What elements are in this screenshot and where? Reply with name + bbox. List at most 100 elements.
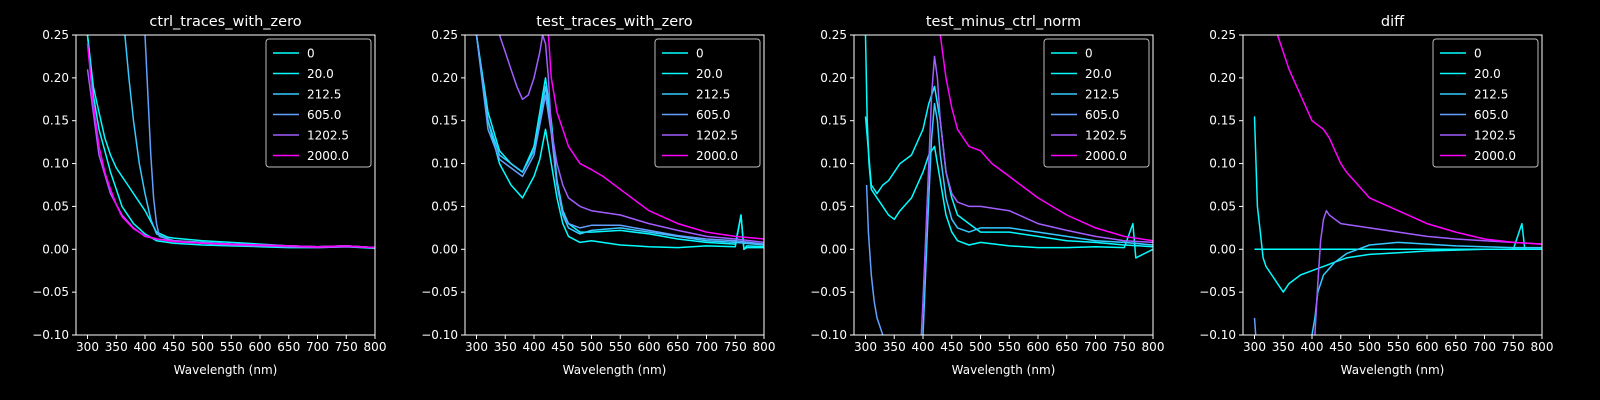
- series-group: [864, 35, 1153, 335]
- y-tick-label: 0.20: [42, 71, 69, 85]
- legend-label: 605.0: [1085, 108, 1119, 122]
- series-group: [86, 35, 375, 250]
- x-tick-label: 750: [1502, 340, 1525, 354]
- legend-label: 605.0: [307, 108, 341, 122]
- y-tick-label: 0.00: [42, 242, 69, 256]
- legend-label: 2000.0: [1085, 149, 1127, 163]
- legend-label: 212.5: [696, 88, 730, 102]
- x-tick-label: 650: [1055, 340, 1078, 354]
- x-tick-label: 450: [551, 340, 574, 354]
- y-tick-label: 0.25: [1209, 28, 1236, 42]
- legend: 0 20.0 212.5 605.0 1202.5 2000.0: [1043, 38, 1150, 168]
- x-tick-label: 400: [134, 340, 157, 354]
- x-tick-label: 500: [969, 340, 992, 354]
- y-tick-label: 0.05: [1209, 199, 1236, 213]
- legend-label: 20.0: [696, 67, 723, 81]
- x-tick-label: 500: [191, 340, 214, 354]
- series-line-1202-5: [920, 55, 1153, 335]
- axes-frame: [75, 34, 376, 336]
- axes-frame: [464, 34, 765, 336]
- legend-label: 212.5: [1085, 88, 1119, 102]
- x-tick-label: 350: [105, 340, 128, 354]
- legend-label: 0: [1085, 47, 1093, 61]
- series-line-605-0: [1253, 317, 1257, 335]
- series-line-0: [864, 35, 1153, 259]
- x-tick-label: 300: [76, 340, 99, 354]
- legend-label: 1202.5: [307, 129, 349, 143]
- legend: 0 20.0 212.5 605.0 1202.5 2000.0: [654, 38, 761, 168]
- series-line-2000-0: [939, 35, 1153, 242]
- chart-title: ctrl_traces_with_zero: [149, 14, 301, 30]
- x-tick-label: 750: [1113, 340, 1136, 354]
- y-tick-label: 0.20: [820, 71, 847, 85]
- y-tick-label: 0.10: [42, 157, 69, 171]
- x-tick-label: 500: [1358, 340, 1381, 354]
- y-tick-label: 0.20: [431, 71, 458, 85]
- y-tick-label: −0.10: [421, 328, 458, 342]
- x-tick-label: 650: [1444, 340, 1467, 354]
- x-tick-label: 600: [1027, 340, 1050, 354]
- y-tick-label: −0.05: [810, 285, 847, 299]
- y-tick-label: 0.00: [820, 242, 847, 256]
- legend-label: 0: [307, 47, 315, 61]
- legend-box: [1043, 38, 1150, 168]
- legend-box: [654, 38, 761, 168]
- x-tick-label: 600: [1416, 340, 1439, 354]
- x-tick-label: 550: [1387, 340, 1410, 354]
- y-tick-label: 0.00: [431, 242, 458, 256]
- x-tick-label: 700: [306, 340, 329, 354]
- x-tick-label: 800: [1531, 340, 1554, 354]
- chart-panel-1: ctrl_traces_with_zero 300 350 400 450 500 550 6…: [32, 14, 386, 377]
- y-tick-label: 0.25: [431, 28, 458, 42]
- legend-box: [1432, 38, 1539, 168]
- x-tick-label: 300: [854, 340, 877, 354]
- figure: ctrl_traces_with_zero 300 350 400 450 500 550 6…: [0, 0, 1568, 392]
- legend: 0 20.0 212.5 605.0 1202.5 2000.0: [265, 38, 372, 168]
- chart-title: test_traces_with_zero: [536, 14, 693, 30]
- x-tick-label: 700: [695, 340, 718, 354]
- x-tick-label: 700: [1473, 340, 1496, 354]
- chart-panel-3: test_minus_ctrl_norm 300 350 400 450 500 550 60…: [810, 14, 1164, 377]
- y-tick-label: 0.25: [820, 28, 847, 42]
- legend-label: 1202.5: [1085, 129, 1127, 143]
- chart-panel-4: diff 300 350 400 450 500 550 600 650 700 750 800 −0.…: [1199, 14, 1553, 377]
- y-tick-label: 0.15: [431, 114, 458, 128]
- x-tick-label: 350: [1272, 340, 1295, 354]
- series-line-212-5: [922, 102, 1153, 335]
- legend-box: [265, 38, 372, 168]
- x-axis-label: Wavelength (nm): [174, 363, 278, 377]
- x-tick-label: 500: [580, 340, 603, 354]
- series-line-605-0: [475, 35, 764, 245]
- series-line-2000-0: [86, 43, 375, 249]
- axes-frame: [853, 34, 1154, 336]
- chart-title: test_minus_ctrl_norm: [926, 14, 1081, 30]
- x-tick-label: 450: [940, 340, 963, 354]
- legend-label: 20.0: [1085, 67, 1112, 81]
- y-tick-label: 0.05: [431, 199, 458, 213]
- legend-label: 1202.5: [1474, 129, 1516, 143]
- y-tick-label: 0.20: [1209, 71, 1236, 85]
- legend-label: 0: [696, 47, 704, 61]
- y-tick-label: 0.00: [1209, 242, 1236, 256]
- legend-label: 605.0: [696, 108, 730, 122]
- x-tick-label: 450: [162, 340, 185, 354]
- series-line-212-5: [1311, 241, 1542, 335]
- series-line-2000-0: [547, 35, 764, 240]
- series-line-20-0: [1253, 116, 1542, 293]
- x-tick-label: 650: [277, 340, 300, 354]
- y-tick-label: 0.05: [42, 199, 69, 213]
- series-line-1202-5: [498, 35, 764, 244]
- x-tick-label: 450: [1329, 340, 1352, 354]
- x-axis-label: Wavelength (nm): [563, 363, 667, 377]
- series-line-605-0: [865, 184, 884, 335]
- series-line-2000-0: [1276, 35, 1542, 245]
- x-tick-label: 700: [1084, 340, 1107, 354]
- x-tick-label: 550: [609, 340, 632, 354]
- legend-label: 2000.0: [1474, 149, 1516, 163]
- y-tick-label: −0.05: [421, 285, 458, 299]
- y-tick-label: −0.10: [810, 328, 847, 342]
- x-tick-label: 400: [523, 340, 546, 354]
- figure-background: [0, 0, 1568, 392]
- x-axis-label: Wavelength (nm): [1341, 363, 1445, 377]
- x-tick-label: 750: [335, 340, 358, 354]
